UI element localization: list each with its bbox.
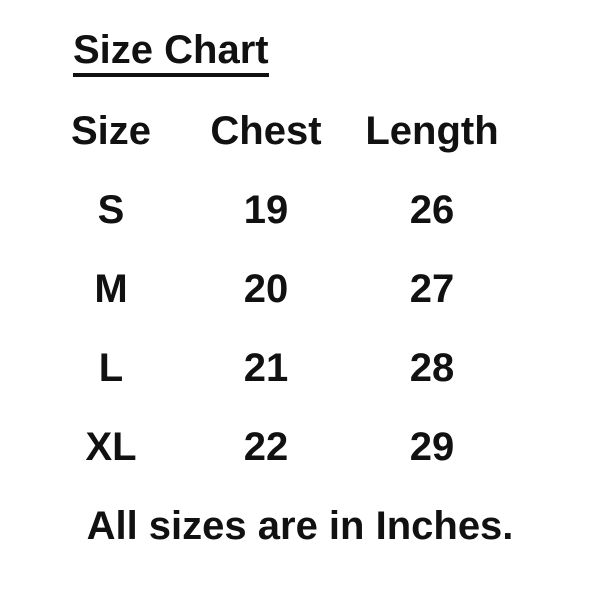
- table-row-s: S 19 26: [0, 170, 600, 249]
- page-title: Size Chart: [73, 30, 269, 77]
- table-row-l: L 21 28: [0, 328, 600, 407]
- cell-chest-s: 19: [243, 187, 289, 232]
- column-header-size: Size: [70, 108, 152, 153]
- cell-length-xl: 29: [409, 424, 455, 469]
- title-wrap: Size Chart: [0, 0, 600, 77]
- table-row-m: M 20 27: [0, 249, 600, 328]
- cell-size-m: M: [94, 266, 128, 311]
- cell-size-l: L: [98, 345, 124, 390]
- column-header-length: Length: [365, 108, 499, 153]
- column-header-chest: Chest: [210, 108, 322, 153]
- cell-size-s: S: [97, 187, 125, 232]
- cell-chest-m: 20: [243, 266, 289, 311]
- footer-note: All sizes are in Inches.: [86, 504, 514, 548]
- table-header-row: Size Chest Length: [0, 91, 600, 170]
- cell-size-xl: XL: [85, 424, 137, 469]
- size-table: Size Chest Length S 19 26 M 20 27 L 21 2…: [0, 91, 600, 486]
- cell-chest-l: 21: [243, 345, 289, 390]
- cell-length-l: 28: [409, 345, 455, 390]
- cell-chest-xl: 22: [243, 424, 289, 469]
- cell-length-m: 27: [409, 266, 455, 311]
- table-row-xl: XL 22 29: [0, 407, 600, 486]
- cell-length-s: 26: [409, 187, 455, 232]
